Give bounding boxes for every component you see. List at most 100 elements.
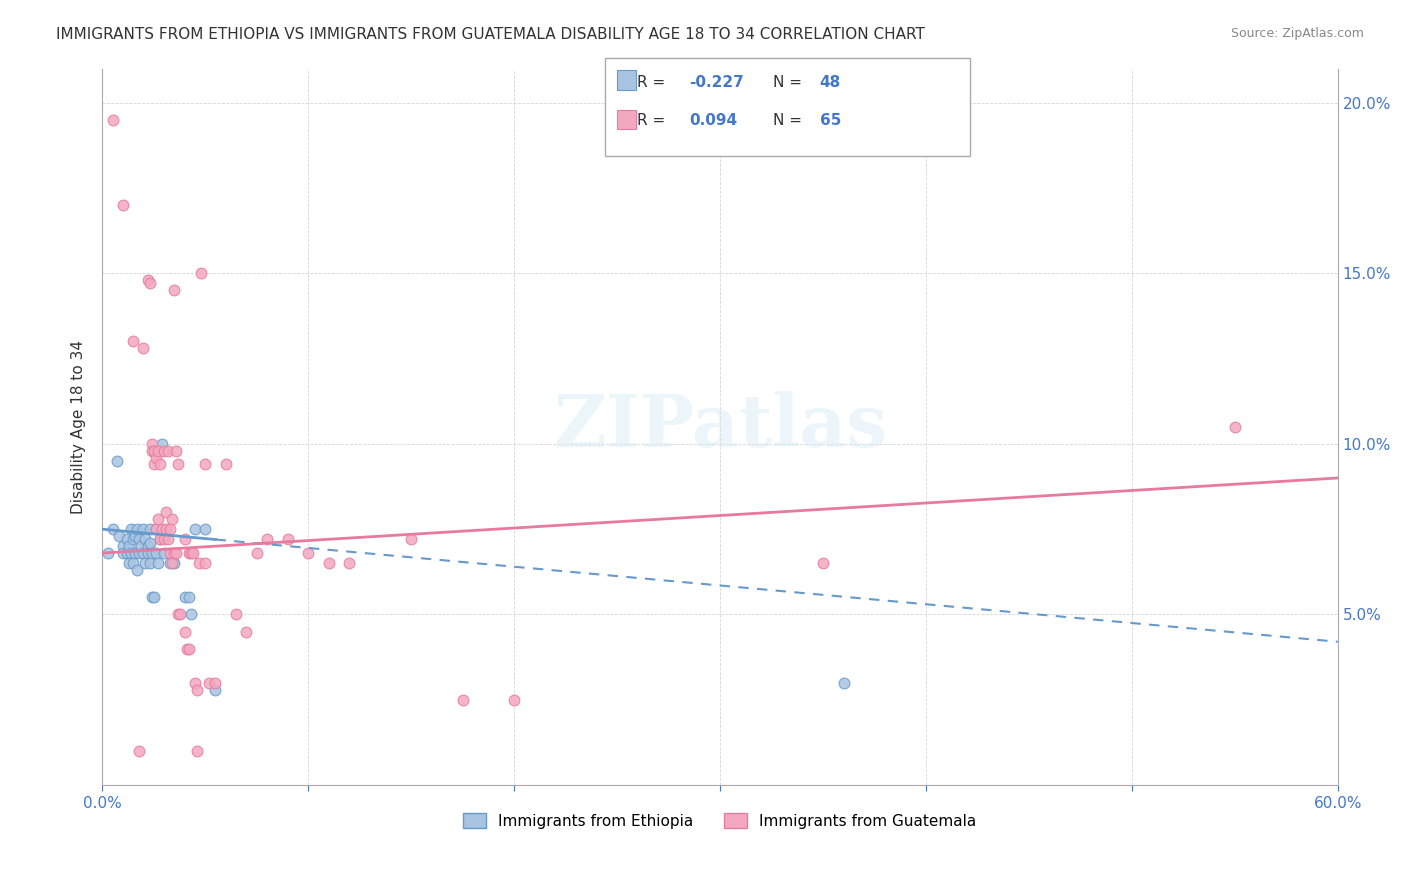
Immigrants from Guatemala — [153, 443, 176, 458]
Immigrants from Guatemala — [173, 624, 195, 639]
Immigrants from Guatemala — [165, 443, 187, 458]
Immigrants from Ethiopia — [150, 437, 173, 451]
Text: IMMIGRANTS FROM ETHIOPIA VS IMMIGRANTS FROM GUATEMALA DISABILITY AGE 18 TO 34 CO: IMMIGRANTS FROM ETHIOPIA VS IMMIGRANTS F… — [56, 27, 925, 42]
Immigrants from Guatemala — [173, 533, 195, 547]
Immigrants from Guatemala — [149, 458, 172, 472]
Immigrants from Guatemala — [180, 546, 202, 560]
Immigrants from Guatemala — [141, 443, 163, 458]
Immigrants from Guatemala — [186, 682, 208, 697]
Immigrants from Ethiopia — [194, 522, 217, 536]
Immigrants from Guatemala — [163, 546, 186, 560]
Immigrants from Ethiopia — [145, 546, 167, 560]
Immigrants from Ethiopia — [115, 533, 138, 547]
Immigrants from Ethiopia — [177, 591, 200, 605]
Immigrants from Ethiopia — [105, 454, 128, 468]
Immigrants from Ethiopia — [142, 591, 165, 605]
Immigrants from Ethiopia — [111, 546, 134, 560]
Text: N =: N = — [773, 113, 807, 128]
Immigrants from Guatemala — [451, 693, 474, 707]
Immigrants from Guatemala — [132, 341, 155, 355]
Immigrants from Ethiopia — [136, 539, 159, 553]
Text: ZIPatlas: ZIPatlas — [553, 392, 887, 462]
Immigrants from Ethiopia — [832, 675, 855, 690]
Immigrants from Ethiopia — [204, 682, 226, 697]
Immigrants from Guatemala — [1223, 419, 1246, 434]
Immigrants from Guatemala — [157, 533, 180, 547]
Text: Source: ZipAtlas.com: Source: ZipAtlas.com — [1230, 27, 1364, 40]
Immigrants from Guatemala — [159, 522, 181, 536]
Immigrants from Guatemala — [215, 458, 238, 472]
Immigrants from Ethiopia — [153, 546, 176, 560]
Immigrants from Guatemala — [194, 458, 217, 472]
Immigrants from Ethiopia — [136, 546, 159, 560]
Immigrants from Guatemala — [150, 522, 173, 536]
Immigrants from Ethiopia — [132, 522, 155, 536]
Immigrants from Guatemala — [159, 546, 181, 560]
Immigrants from Ethiopia — [127, 563, 149, 577]
Immigrants from Guatemala — [190, 266, 212, 280]
Immigrants from Guatemala — [337, 556, 360, 570]
Immigrants from Guatemala — [235, 624, 257, 639]
Immigrants from Guatemala — [142, 443, 165, 458]
Immigrants from Ethiopia — [118, 539, 141, 553]
Immigrants from Guatemala — [188, 556, 211, 570]
Text: N =: N = — [773, 75, 807, 89]
Immigrants from Guatemala — [181, 546, 204, 560]
Text: 48: 48 — [820, 75, 841, 89]
Immigrants from Guatemala — [177, 641, 200, 656]
Immigrants from Ethiopia — [180, 607, 202, 622]
Immigrants from Guatemala — [149, 533, 172, 547]
Immigrants from Guatemala — [198, 675, 221, 690]
Immigrants from Ethiopia — [111, 539, 134, 553]
Immigrants from Ethiopia — [146, 556, 169, 570]
Immigrants from Ethiopia — [115, 546, 138, 560]
Immigrants from Guatemala — [155, 505, 177, 519]
Immigrants from Guatemala — [111, 198, 134, 212]
Immigrants from Guatemala — [194, 556, 217, 570]
Text: 65: 65 — [820, 113, 841, 128]
Immigrants from Ethiopia — [145, 522, 167, 536]
Immigrants from Guatemala — [160, 556, 183, 570]
Immigrants from Ethiopia — [138, 536, 160, 550]
Immigrants from Ethiopia — [122, 533, 145, 547]
Immigrants from Guatemala — [136, 273, 159, 287]
Immigrants from Ethiopia — [107, 529, 129, 543]
Immigrants from Ethiopia — [120, 546, 142, 560]
Immigrants from Ethiopia — [134, 533, 156, 547]
Legend: Immigrants from Ethiopia, Immigrants from Guatemala: Immigrants from Ethiopia, Immigrants fro… — [457, 806, 983, 835]
Immigrants from Guatemala — [167, 607, 190, 622]
Text: -0.227: -0.227 — [689, 75, 744, 89]
Immigrants from Ethiopia — [141, 591, 163, 605]
Immigrants from Ethiopia — [127, 522, 149, 536]
Immigrants from Guatemala — [145, 450, 167, 465]
Immigrants from Guatemala — [142, 458, 165, 472]
Immigrants from Ethiopia — [149, 533, 172, 547]
Immigrants from Guatemala — [167, 458, 190, 472]
Immigrants from Guatemala — [399, 533, 422, 547]
Immigrants from Guatemala — [811, 556, 834, 570]
Text: R =: R = — [637, 113, 675, 128]
Immigrants from Guatemala — [163, 283, 186, 297]
Immigrants from Ethiopia — [118, 556, 141, 570]
Immigrants from Ethiopia — [138, 522, 160, 536]
Immigrants from Guatemala — [256, 533, 278, 547]
Immigrants from Guatemala — [141, 437, 163, 451]
Immigrants from Guatemala — [186, 744, 208, 758]
Immigrants from Guatemala — [277, 533, 299, 547]
Immigrants from Ethiopia — [134, 556, 156, 570]
Immigrants from Guatemala — [160, 512, 183, 526]
Immigrants from Ethiopia — [124, 529, 146, 543]
Immigrants from Ethiopia — [128, 546, 150, 560]
Immigrants from Guatemala — [169, 607, 191, 622]
Immigrants from Guatemala — [101, 112, 124, 127]
Text: 0.094: 0.094 — [689, 113, 737, 128]
Immigrants from Guatemala — [153, 533, 176, 547]
Immigrants from Guatemala — [246, 546, 269, 560]
Immigrants from Guatemala — [138, 277, 160, 291]
Immigrants from Guatemala — [155, 522, 177, 536]
Immigrants from Ethiopia — [122, 556, 145, 570]
Immigrants from Ethiopia — [159, 556, 181, 570]
Immigrants from Guatemala — [297, 546, 319, 560]
Immigrants from Guatemala — [177, 546, 200, 560]
Immigrants from Ethiopia — [120, 522, 142, 536]
